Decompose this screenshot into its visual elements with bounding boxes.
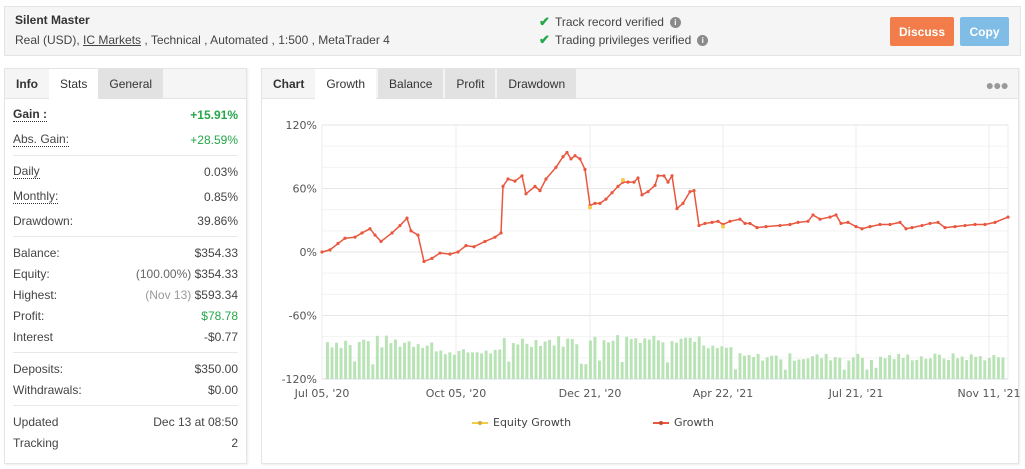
growth-chart[interactable]: Jul 05, '20 Oct 05, '20 Dec 21, '20 Apr 22,… bbox=[262, 100, 1020, 410]
meta-prefix: Real (USD), bbox=[15, 33, 84, 47]
highest-label: Highest: bbox=[13, 287, 58, 302]
svg-text:Apr 22, '21: Apr 22, '21 bbox=[693, 387, 754, 400]
verification-label: Track record verified bbox=[555, 15, 664, 29]
svg-text:0%: 0% bbox=[300, 246, 317, 259]
svg-text:120%: 120% bbox=[286, 119, 317, 132]
daily-label[interactable]: Daily bbox=[13, 163, 40, 179]
drawdown-value: 39.86% bbox=[197, 213, 238, 228]
svg-text:Jul 05, '20: Jul 05, '20 bbox=[294, 387, 350, 400]
chart-title: Chart bbox=[273, 77, 305, 91]
stats-tabbar: Info Stats General bbox=[5, 69, 246, 100]
divider bbox=[13, 236, 238, 237]
balance-label: Balance: bbox=[13, 245, 60, 260]
system-name: Silent Master bbox=[15, 13, 90, 27]
more-horizontal-icon[interactable]: ●●● bbox=[985, 77, 1009, 93]
legend-swatch-icon bbox=[653, 421, 669, 424]
divider bbox=[13, 155, 238, 156]
stat-profit: Profit: $78.78 bbox=[13, 305, 238, 326]
tab-drawdown[interactable]: Drawdown bbox=[497, 69, 577, 99]
svg-text:-60%: -60% bbox=[289, 310, 317, 323]
withdrawals-label: Withdrawals: bbox=[13, 382, 82, 397]
stat-updated: Updated Dec 13 at 08:50 bbox=[13, 411, 238, 432]
check-icon: ✔ bbox=[539, 14, 550, 29]
abs-gain-value: +28.59% bbox=[190, 132, 238, 147]
legend-label: Growth bbox=[674, 416, 714, 429]
equity-label: Equity: bbox=[13, 266, 50, 281]
tab-info[interactable]: Info bbox=[16, 77, 38, 91]
stat-highest: Highest: (Nov 13) $593.34 bbox=[13, 284, 238, 305]
withdrawals-value: $0.00 bbox=[207, 382, 238, 397]
info-icon[interactable]: i bbox=[669, 16, 681, 28]
svg-text:Nov 11, '21: Nov 11, '21 bbox=[958, 387, 1020, 400]
svg-text:-120%: -120% bbox=[282, 373, 317, 386]
stat-daily: Daily 0.03% bbox=[13, 161, 238, 182]
verification-label: Trading privileges verified bbox=[555, 33, 692, 47]
meta-suffix: , Technical , Automated , 1:500 , MetaTr… bbox=[141, 33, 390, 47]
track-record-verified: ✔ Track record verified i bbox=[539, 14, 681, 30]
broker-link[interactable]: IC Markets bbox=[83, 33, 142, 47]
stat-deposits: Deposits: $350.00 bbox=[13, 358, 238, 379]
updated-value: Dec 13 at 08:50 bbox=[153, 414, 238, 429]
stat-drawdown: Drawdown: 39.86% bbox=[13, 210, 238, 231]
legend-label: Equity Growth bbox=[493, 416, 572, 429]
stat-gain: Gain : +15.91% bbox=[13, 104, 238, 125]
abs-gain-label[interactable]: Abs. Gain: bbox=[13, 131, 70, 147]
tab-growth[interactable]: Growth bbox=[315, 69, 377, 100]
tab-stats[interactable]: Stats bbox=[49, 69, 99, 100]
stat-monthly: Monthly: 0.85% bbox=[13, 186, 238, 207]
divider bbox=[13, 352, 238, 353]
updated-label: Updated bbox=[13, 414, 59, 429]
stat-abs-gain: Abs. Gain: +28.59% bbox=[13, 129, 238, 150]
svg-text:Dec 21, '20: Dec 21, '20 bbox=[559, 387, 622, 400]
svg-text:Oct 05, '20: Oct 05, '20 bbox=[426, 387, 487, 400]
divider bbox=[13, 405, 238, 406]
stat-withdrawals: Withdrawals: $0.00 bbox=[13, 379, 238, 400]
tab-profit[interactable]: Profit bbox=[445, 69, 496, 99]
highest-value: $593.34 bbox=[194, 287, 238, 302]
equity-percent: (100.00%) bbox=[135, 266, 192, 281]
equity-value: $354.33 bbox=[194, 266, 238, 281]
tab-balance[interactable]: Balance bbox=[378, 69, 444, 99]
legend-growth[interactable]: Growth bbox=[653, 416, 714, 429]
balance-value: $354.33 bbox=[194, 245, 238, 260]
info-icon[interactable]: i bbox=[697, 34, 709, 46]
svg-text:Jul 21, '21: Jul 21, '21 bbox=[828, 387, 884, 400]
legend-equity-growth[interactable]: Equity Growth bbox=[472, 416, 571, 429]
stat-equity: Equity: (100.00%) $354.33 bbox=[13, 263, 238, 284]
highest-date: (Nov 13) bbox=[145, 287, 192, 302]
stats-panel: Info Stats General Gain : +15.91% Abs. G… bbox=[4, 68, 247, 464]
discuss-button[interactable]: Discuss bbox=[890, 17, 954, 46]
tracking-value[interactable]: 2 bbox=[231, 435, 238, 450]
gain-value: +15.91% bbox=[190, 107, 238, 122]
profit-value: $78.78 bbox=[201, 308, 238, 323]
deposits-value: $350.00 bbox=[194, 361, 238, 376]
system-meta: Real (USD), IC Markets , Technical , Aut… bbox=[15, 33, 390, 47]
monthly-label[interactable]: Monthly: bbox=[13, 188, 59, 204]
tab-general[interactable]: General bbox=[98, 69, 164, 99]
gain-label[interactable]: Gain : bbox=[13, 106, 48, 122]
svg-text:60%: 60% bbox=[293, 183, 317, 196]
stat-balance: Balance: $354.33 bbox=[13, 242, 238, 263]
system-header: Silent Master Real (USD), IC Markets , T… bbox=[4, 6, 1021, 56]
copy-button[interactable]: Copy bbox=[960, 17, 1009, 46]
interest-value: -$0.77 bbox=[203, 329, 238, 344]
profit-label: Profit: bbox=[13, 308, 45, 323]
drawdown-label: Drawdown: bbox=[13, 213, 74, 228]
tracking-label: Tracking bbox=[13, 435, 59, 450]
check-icon: ✔ bbox=[539, 32, 550, 47]
monthly-value: 0.85% bbox=[203, 189, 238, 204]
interest-label: Interest bbox=[13, 329, 54, 344]
deposits-label: Deposits: bbox=[13, 361, 64, 376]
trading-privileges-verified: ✔ Trading privileges verified i bbox=[539, 32, 709, 48]
stat-interest: Interest -$0.77 bbox=[13, 326, 238, 347]
chart-panel: Chart Growth Balance Profit Drawdown ●●●… bbox=[261, 68, 1020, 464]
legend-swatch-icon bbox=[472, 421, 488, 424]
chart-tabbar: Chart Growth Balance Profit Drawdown ●●● bbox=[262, 69, 1018, 100]
daily-value: 0.03% bbox=[203, 164, 238, 179]
stat-tracking: Tracking 2 bbox=[13, 432, 238, 453]
